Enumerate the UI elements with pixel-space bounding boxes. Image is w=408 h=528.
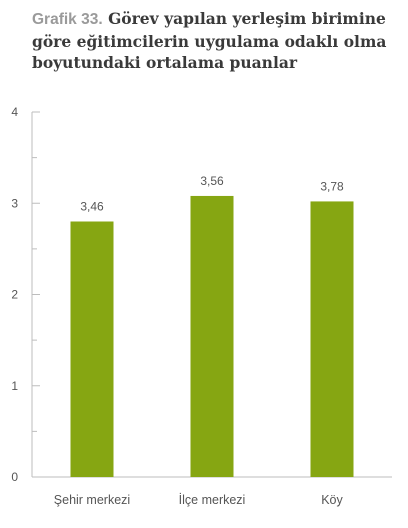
bar bbox=[190, 195, 234, 477]
y-tick-label: 0 bbox=[11, 470, 18, 484]
bar bbox=[310, 201, 354, 478]
chart-title-text: Görev yapılan yerleşim birimine göre eği… bbox=[32, 9, 387, 72]
y-tick-label: 4 bbox=[11, 105, 18, 119]
chart-title-prefix: Grafik 33. bbox=[32, 11, 103, 28]
x-tick-label: Şehir merkezi bbox=[54, 493, 130, 507]
x-tick-label: Köy bbox=[321, 493, 343, 507]
y-tick-label: 2 bbox=[11, 288, 18, 302]
data-label: 3,46 bbox=[80, 200, 104, 214]
x-tick-label: İlçe merkezi bbox=[179, 493, 246, 507]
y-tick-label: 3 bbox=[11, 196, 18, 210]
chart-title: Grafik 33. Görev yapılan yerleşim birimi… bbox=[32, 8, 402, 74]
data-label: 3,56 bbox=[200, 174, 224, 188]
y-tick-label: 1 bbox=[11, 379, 18, 393]
bar bbox=[70, 221, 114, 477]
data-label: 3,78 bbox=[320, 179, 344, 193]
